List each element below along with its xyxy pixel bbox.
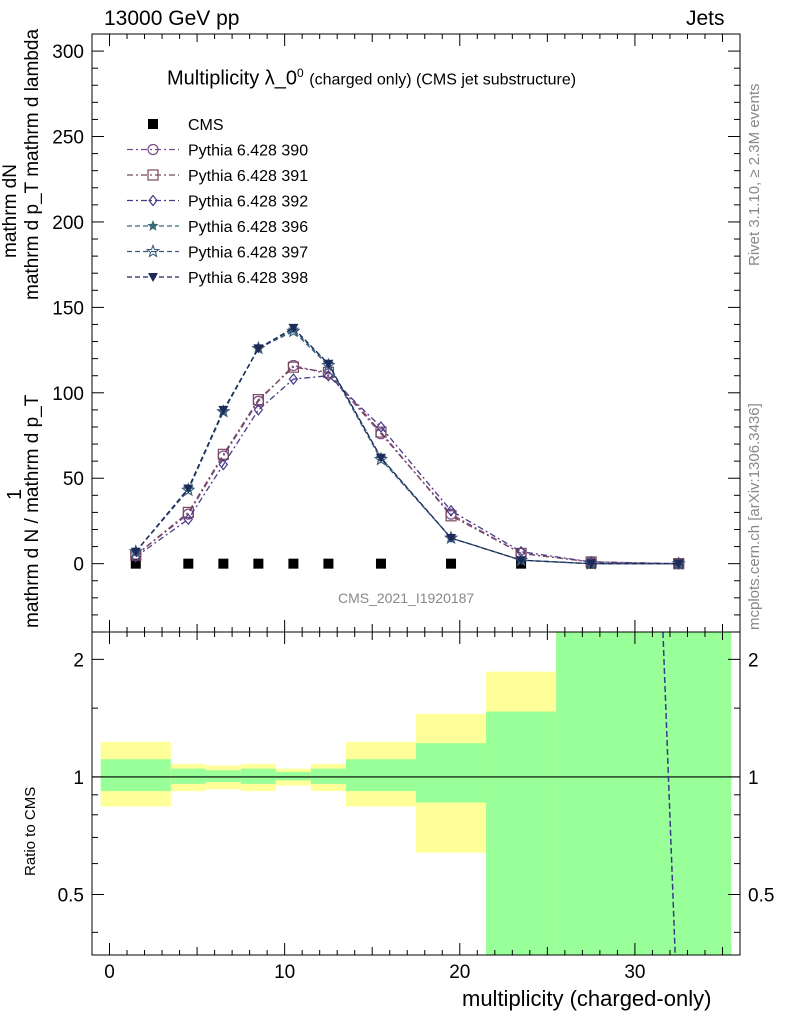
series-3-point <box>446 504 456 517</box>
series-6-point <box>288 323 299 333</box>
legend-label: CMS <box>188 117 224 134</box>
chart-title-sup: 0 <box>297 66 304 80</box>
y-axis-label-lower: mathrm d N / mathrm d p_T <box>22 395 44 628</box>
x-tick-label: 0 <box>104 962 115 983</box>
series-0-point <box>288 558 299 569</box>
x-tick-label: 10 <box>274 962 295 983</box>
chart-title-main: Multiplicity λ_0 <box>167 67 298 90</box>
legend-label: Pythia 6.428 390 <box>188 143 308 160</box>
series-6-point <box>218 405 229 415</box>
legend-marker <box>145 243 161 258</box>
series-0-point <box>218 558 229 569</box>
series-0-point <box>375 558 386 569</box>
y-axis-label-upper: mathrm d p_T mathrm d lambda <box>22 29 44 300</box>
ratio-y-tick-label-right: 2 <box>748 650 759 671</box>
ratio-y-tick-label: 1 <box>73 768 84 789</box>
ratio-y-tick-label-right: 0.5 <box>748 886 774 907</box>
y-axis-label-upper-dn: mathrm dN <box>0 164 22 258</box>
x-axis-label: multiplicity (charged-only) <box>462 986 712 1011</box>
x-tick-label: 30 <box>624 962 645 983</box>
series-3-point <box>376 421 386 433</box>
ratio-band-inner <box>416 743 487 803</box>
series-6-point <box>673 559 684 569</box>
legend-label: Pythia 6.428 398 <box>188 270 308 287</box>
header-right: Jets <box>686 7 725 30</box>
ratio-band-inner <box>486 711 557 955</box>
series-6-point <box>130 547 141 557</box>
series-3-line <box>135 375 679 565</box>
series-0-point <box>183 558 194 569</box>
legend-label: Pythia 6.428 396 <box>188 219 308 236</box>
series-3-point <box>253 403 264 416</box>
x-tick-label: 20 <box>449 962 470 983</box>
series-4-line <box>135 328 679 565</box>
y-tick-label: 250 <box>52 128 84 149</box>
legend-marker <box>148 273 158 282</box>
series-0-point <box>323 558 334 569</box>
ratio-band-inner <box>275 771 311 781</box>
series-5-point <box>286 323 301 338</box>
ratio-y-tick-label-right: 1 <box>748 768 759 789</box>
series-6-point <box>253 344 264 354</box>
series-3-point <box>288 373 299 386</box>
series-5-line <box>135 330 679 565</box>
rivet-side-label: Rivet 3.1.10, ≥ 2.3M events <box>746 83 763 267</box>
y-tick-label: 200 <box>52 213 84 234</box>
ratio-y-tick-label: 0.5 <box>58 886 84 907</box>
chart-title-suffix: (charged only) (CMS jet substructure) <box>309 71 577 89</box>
series-6-point <box>516 556 527 566</box>
series-6-point <box>183 484 194 494</box>
legend-marker <box>147 220 159 231</box>
ratio-band-inner <box>170 768 206 784</box>
ratio-band-inner <box>240 768 276 784</box>
chart-title: Multiplicity λ_00 (charged only) (CMS je… <box>167 66 576 91</box>
series-2-line <box>135 366 679 565</box>
legend-marker <box>147 143 159 156</box>
y-tick-label: 50 <box>63 469 84 490</box>
y-axis-label-upper-text: mathrm d p_T mathrm d lambda <box>22 28 43 300</box>
ratio-band-inner <box>205 770 241 783</box>
ratio-axis-label: Ratio to CMS <box>22 786 39 876</box>
y-tick-label: 100 <box>52 384 84 405</box>
ratio-band-inner <box>100 759 171 792</box>
ratio-band-inner <box>310 768 346 784</box>
series-1-line <box>135 364 679 565</box>
legend-label: Pythia 6.428 392 <box>188 194 308 211</box>
legend-marker <box>147 169 159 181</box>
series-3-point <box>183 513 194 526</box>
header-left: 13000 GeV pp <box>104 7 240 30</box>
mcplots-side-label: mcplots.cern.ch [arXiv:1306.3436] <box>746 403 763 630</box>
series-3-point <box>323 369 334 382</box>
y-tick-label: 150 <box>52 298 84 319</box>
legend-label: Pythia 6.428 391 <box>188 168 308 185</box>
series-6-point <box>586 559 597 569</box>
series-0-point <box>130 558 141 569</box>
legend-marker <box>148 119 158 129</box>
ratio-plot-frame <box>91 631 741 956</box>
series-2-point <box>375 426 387 438</box>
series-6-point <box>375 453 386 463</box>
series-0-point <box>446 558 457 569</box>
legend-label: Pythia 6.428 397 <box>188 245 308 262</box>
ratio-band-inner <box>345 759 416 792</box>
legend-marker <box>148 194 158 207</box>
series-2-point <box>287 361 300 373</box>
ratio-band-inner <box>556 632 732 955</box>
series-6-point <box>323 359 334 369</box>
y-axis-label-dn: mathrm dN <box>0 164 21 258</box>
series-6-line <box>135 327 679 565</box>
series-6-point <box>446 534 457 544</box>
y-tick-label: 0 <box>73 555 84 576</box>
series-3-point <box>218 458 229 471</box>
watermark: CMS_2021_I1920187 <box>338 590 475 606</box>
ratio-y-tick-label: 2 <box>73 650 84 671</box>
y-tick-label: 300 <box>52 42 84 63</box>
y-axis-label-lower-text: mathrm d N / mathrm d p_T <box>22 394 43 628</box>
series-0-point <box>253 558 264 569</box>
